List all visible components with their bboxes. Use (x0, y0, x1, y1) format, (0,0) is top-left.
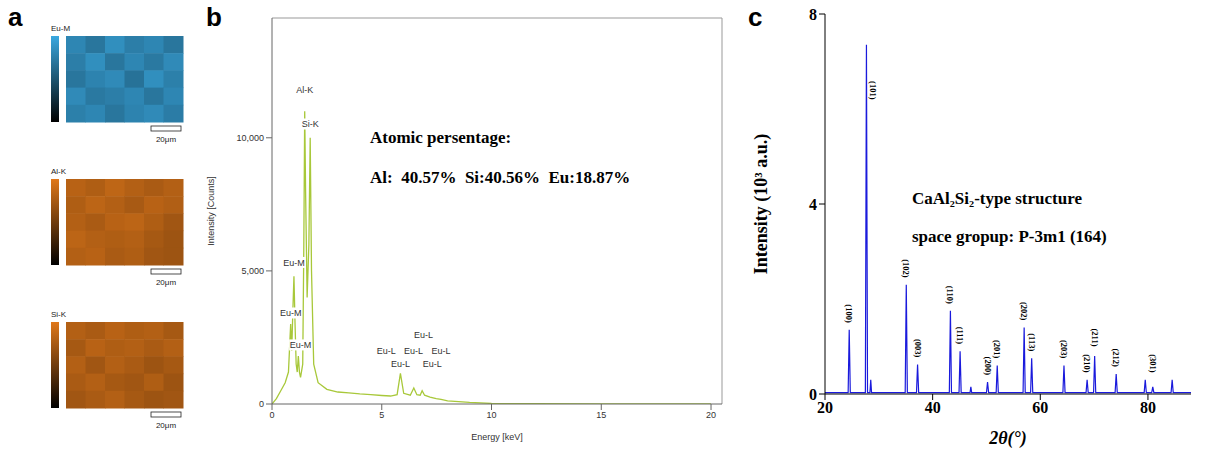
html-text:c: c (748, 2, 763, 32)
svg-text:40: 40 (925, 399, 941, 416)
svg-text:20μm: 20μm (156, 135, 177, 144)
svg-text:(211): (211) (1090, 329, 1100, 347)
svg-text:(203): (203) (1059, 340, 1069, 359)
html-text:space gropup: P-3m1 (164): space gropup: P-3m1 (164) (912, 227, 1107, 246)
svg-text:Si-K: Si-K (302, 119, 319, 129)
svg-text:0: 0 (259, 399, 264, 409)
svg-text:(111): (111) (955, 327, 965, 345)
svg-text:Eu-L: Eu-L (404, 346, 423, 356)
svg-text:5,000: 5,000 (241, 266, 264, 276)
html-text:Al: 40.57% Si:40.56% Eu:18.87%: Al: 40.57% Si:40.56% Eu:18.87% (370, 168, 631, 187)
svg-text:5: 5 (379, 410, 384, 420)
svg-text:8: 8 (809, 6, 817, 23)
svg-text:Intensity (10³ a.u.): Intensity (10³ a.u.) (751, 134, 772, 274)
svg-text:Eu-L: Eu-L (377, 346, 396, 356)
svg-text:(301): (301) (1148, 354, 1158, 373)
svg-text:Al-K: Al-K (51, 167, 67, 176)
svg-text:(201): (201) (992, 340, 1002, 359)
svg-text:(113): (113) (1027, 333, 1037, 351)
svg-text:(003): (003) (913, 339, 923, 358)
svg-text:0: 0 (269, 410, 274, 420)
svg-text:Eu-L: Eu-L (391, 359, 410, 369)
svg-text:20: 20 (706, 410, 716, 420)
html-text:a: a (8, 2, 23, 32)
svg-text:10: 10 (487, 410, 497, 420)
svg-text:(101): (101) (868, 81, 878, 100)
svg-text:(202): (202) (1019, 302, 1029, 321)
svg-text:(212): (212) (1111, 349, 1121, 368)
svg-text:Energy [keV]: Energy [keV] (471, 432, 523, 442)
html-text:Atomic persentage:: Atomic persentage: (370, 128, 512, 147)
svg-text:Eu-L: Eu-L (423, 359, 442, 369)
svg-text:Eu-L: Eu-L (432, 346, 451, 356)
html-text:b: b (206, 2, 222, 32)
svg-text:60: 60 (1032, 399, 1048, 416)
svg-text:20μm: 20μm (156, 278, 177, 287)
svg-text:(100): (100) (844, 304, 854, 323)
svg-text:2θ(°): 2θ(°) (988, 428, 1027, 449)
svg-text:(110): (110) (945, 286, 955, 304)
svg-text:(102): (102) (901, 259, 911, 278)
svg-text:15: 15 (596, 410, 606, 420)
svg-text:(210): (210) (1082, 354, 1092, 373)
svg-text:Eu-M: Eu-M (283, 258, 305, 268)
svg-text:Al-K: Al-K (296, 85, 313, 95)
svg-text:Eu-M: Eu-M (290, 340, 312, 350)
svg-text:10,000: 10,000 (236, 133, 264, 143)
svg-text:Eu-M: Eu-M (280, 308, 302, 318)
svg-text:Eu-L: Eu-L (414, 330, 433, 340)
svg-text:20: 20 (817, 399, 833, 416)
svg-text:(200): (200) (983, 357, 993, 376)
svg-text:0: 0 (809, 386, 817, 403)
svg-text:Si-K: Si-K (51, 310, 67, 319)
svg-text:80: 80 (1140, 399, 1156, 416)
html-text:CaAl₂Si₂-type structure: CaAl₂Si₂-type structure (912, 189, 1082, 208)
svg-text:4: 4 (809, 196, 817, 213)
svg-text:Eu-M: Eu-M (51, 24, 70, 33)
svg-text:Intensity [Counts]: Intensity [Counts] (206, 176, 216, 246)
svg-text:20μm: 20μm (156, 421, 177, 430)
